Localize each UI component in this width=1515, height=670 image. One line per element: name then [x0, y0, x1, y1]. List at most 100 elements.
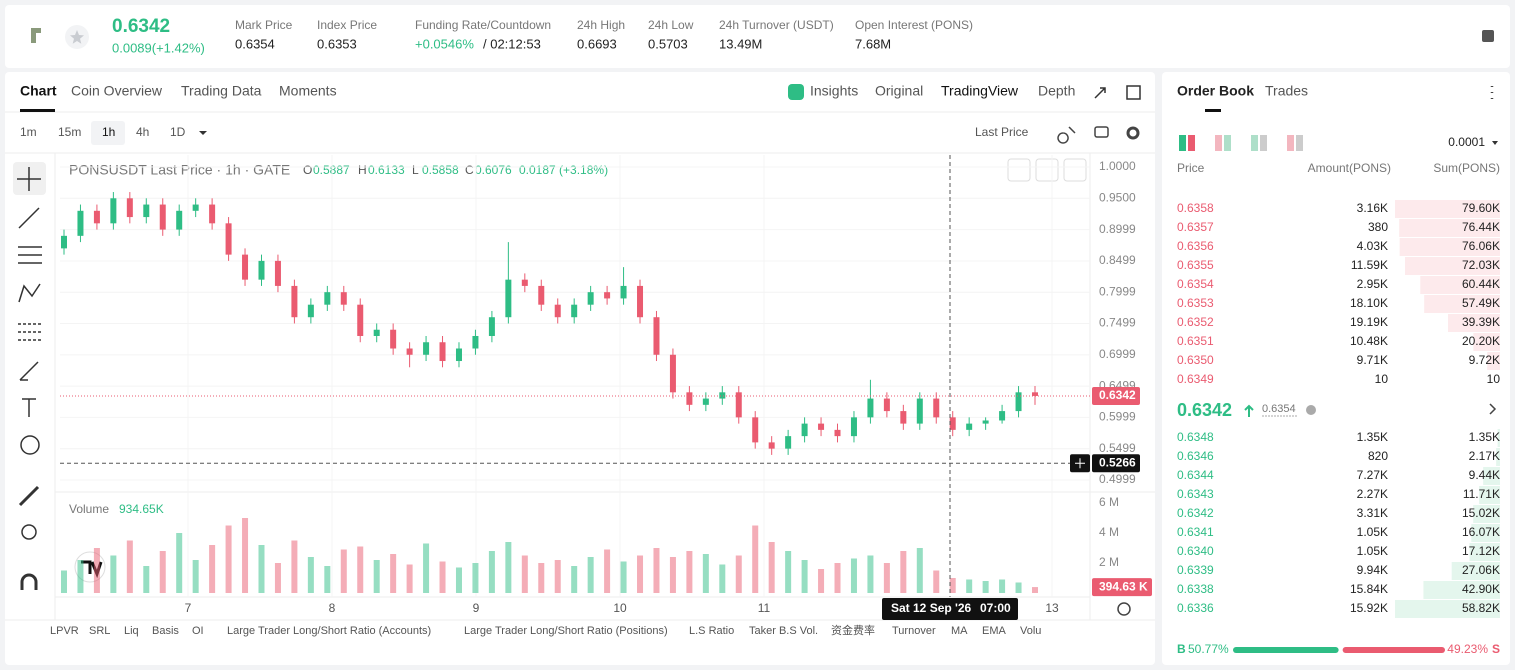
dropdown — [1492, 141, 1498, 145]
indicator[interactable]: Turnover — [892, 625, 936, 637]
candle-body — [274, 260, 281, 286]
book-view[interactable] — [1179, 135, 1186, 151]
interval[interactable]: 1m — [20, 125, 37, 139]
plus-icon — [1075, 458, 1085, 469]
interval[interactable]: 15m — [58, 125, 81, 139]
fib-tool[interactable] — [18, 246, 42, 264]
volume-bar — [554, 560, 561, 593]
candle-body — [143, 204, 150, 218]
candle-body — [439, 342, 446, 362]
projection-tool[interactable] — [18, 323, 42, 341]
indicator[interactable]: SRL — [89, 625, 110, 637]
chart-btn[interactable] — [1007, 158, 1031, 182]
indicator[interactable]: Liq — [124, 625, 139, 637]
indicator[interactable]: Volu — [1020, 625, 1041, 637]
window-icon[interactable] — [1126, 85, 1141, 100]
volume-bar — [1032, 587, 1038, 593]
volume-bar — [1015, 582, 1022, 593]
volume-bar — [916, 548, 923, 593]
view-tab[interactable]: TradingView — [941, 83, 1019, 99]
magnet-tool[interactable] — [20, 573, 38, 590]
book-view[interactable] — [1251, 135, 1258, 151]
stat-value: 0.5703 — [648, 36, 688, 51]
stat-label: Mark Price — [235, 18, 293, 32]
candle-body — [554, 304, 561, 318]
axis-settings[interactable] — [1117, 602, 1131, 616]
indicator[interactable]: Basis — [152, 625, 179, 637]
book-view[interactable] — [1287, 135, 1294, 151]
indicator[interactable]: OI — [192, 625, 204, 637]
indicator[interactable]: MA — [951, 625, 968, 637]
book-view[interactable] — [1188, 135, 1195, 151]
view-tab[interactable]: Insights — [810, 83, 858, 99]
chart-btn[interactable] — [1063, 158, 1087, 182]
view-tab[interactable]: Depth — [1038, 83, 1075, 99]
indicator[interactable]: L.S Ratio — [689, 625, 734, 637]
pattern-tool[interactable] — [18, 283, 41, 303]
star-icon — [70, 30, 84, 44]
chevron[interactable] — [1489, 403, 1497, 415]
book-price: 0.6344 — [1177, 468, 1214, 482]
settings-icon[interactable] — [1126, 126, 1140, 140]
chart-btn[interactable] — [1035, 158, 1059, 182]
crosshair-date: Sat 12 Sep '26 — [891, 601, 972, 615]
crosshair-price-tag — [1092, 454, 1140, 473]
tab[interactable]: Moments — [279, 83, 337, 99]
brush-tool[interactable] — [19, 361, 39, 381]
indicator[interactable]: Large Trader Long/Short Ratio (Positions… — [464, 625, 668, 637]
ruler-tool[interactable] — [18, 485, 40, 507]
tab[interactable]: Coin Overview — [71, 83, 163, 99]
book-tab[interactable]: Order Book — [1177, 83, 1254, 99]
book-view[interactable] — [1296, 135, 1303, 151]
text-tool[interactable] — [22, 398, 36, 417]
candle-body — [242, 254, 249, 280]
indicator[interactable]: 资金费率 — [831, 623, 875, 637]
indicator[interactable]: Taker B.S Vol. — [749, 625, 818, 637]
book-price: 0.6354 — [1177, 277, 1214, 291]
candle-body — [423, 342, 430, 355]
sell-bar — [1342, 647, 1445, 653]
indicator[interactable]: Large Trader Long/Short Ratio (Accounts) — [227, 625, 431, 637]
candle-body — [982, 420, 989, 424]
book-price: 0.6353 — [1177, 296, 1214, 310]
book-view[interactable] — [1224, 135, 1231, 151]
candle-body — [653, 317, 660, 355]
indicator[interactable]: EMA — [982, 625, 1007, 637]
precision[interactable]: 0.0001 — [1448, 135, 1485, 149]
interval[interactable]: 4h — [136, 125, 149, 139]
depth-bar — [1423, 581, 1500, 599]
book-view[interactable] — [1215, 135, 1222, 151]
search-icon[interactable] — [1057, 126, 1076, 144]
interval[interactable]: 1D — [170, 125, 186, 139]
candle-body — [669, 354, 676, 393]
book-sum: 60.44K — [1462, 277, 1500, 291]
price-type[interactable]: Last Price — [975, 125, 1029, 139]
expand-icon[interactable] — [1094, 87, 1106, 99]
crosshair-tool[interactable] — [17, 167, 41, 191]
tab[interactable]: Trading Data — [181, 83, 262, 99]
y-tick-label: 0.7999 — [1099, 284, 1136, 298]
book-view[interactable] — [1260, 135, 1267, 151]
book-sum: 17.12K — [1462, 544, 1500, 558]
header-icon[interactable] — [1482, 30, 1494, 42]
line-tool[interactable] — [18, 207, 40, 229]
emoji-tool[interactable] — [20, 435, 40, 455]
book-sum: 20.20K — [1462, 334, 1500, 348]
volume-bar — [900, 551, 907, 593]
stat-label: Funding Rate/Countdown — [415, 18, 551, 32]
candle-body — [192, 204, 199, 211]
stat-value: 0.6353 — [317, 36, 357, 51]
interval[interactable]: 1h — [102, 125, 115, 139]
candle-body — [999, 411, 1006, 421]
candle-body — [291, 285, 298, 318]
indicator[interactable]: LPVR — [50, 625, 79, 637]
book-sum: 57.49K — [1462, 296, 1500, 310]
tab[interactable]: Chart — [20, 83, 57, 99]
volume-bar — [604, 549, 611, 593]
book-tab[interactable]: Trades — [1265, 83, 1308, 99]
zoom-tool[interactable] — [21, 524, 37, 540]
volume-bar — [818, 569, 825, 593]
view-tab[interactable]: Original — [875, 83, 923, 99]
camera-icon[interactable] — [1094, 126, 1109, 138]
book-price: 0.6351 — [1177, 334, 1214, 348]
